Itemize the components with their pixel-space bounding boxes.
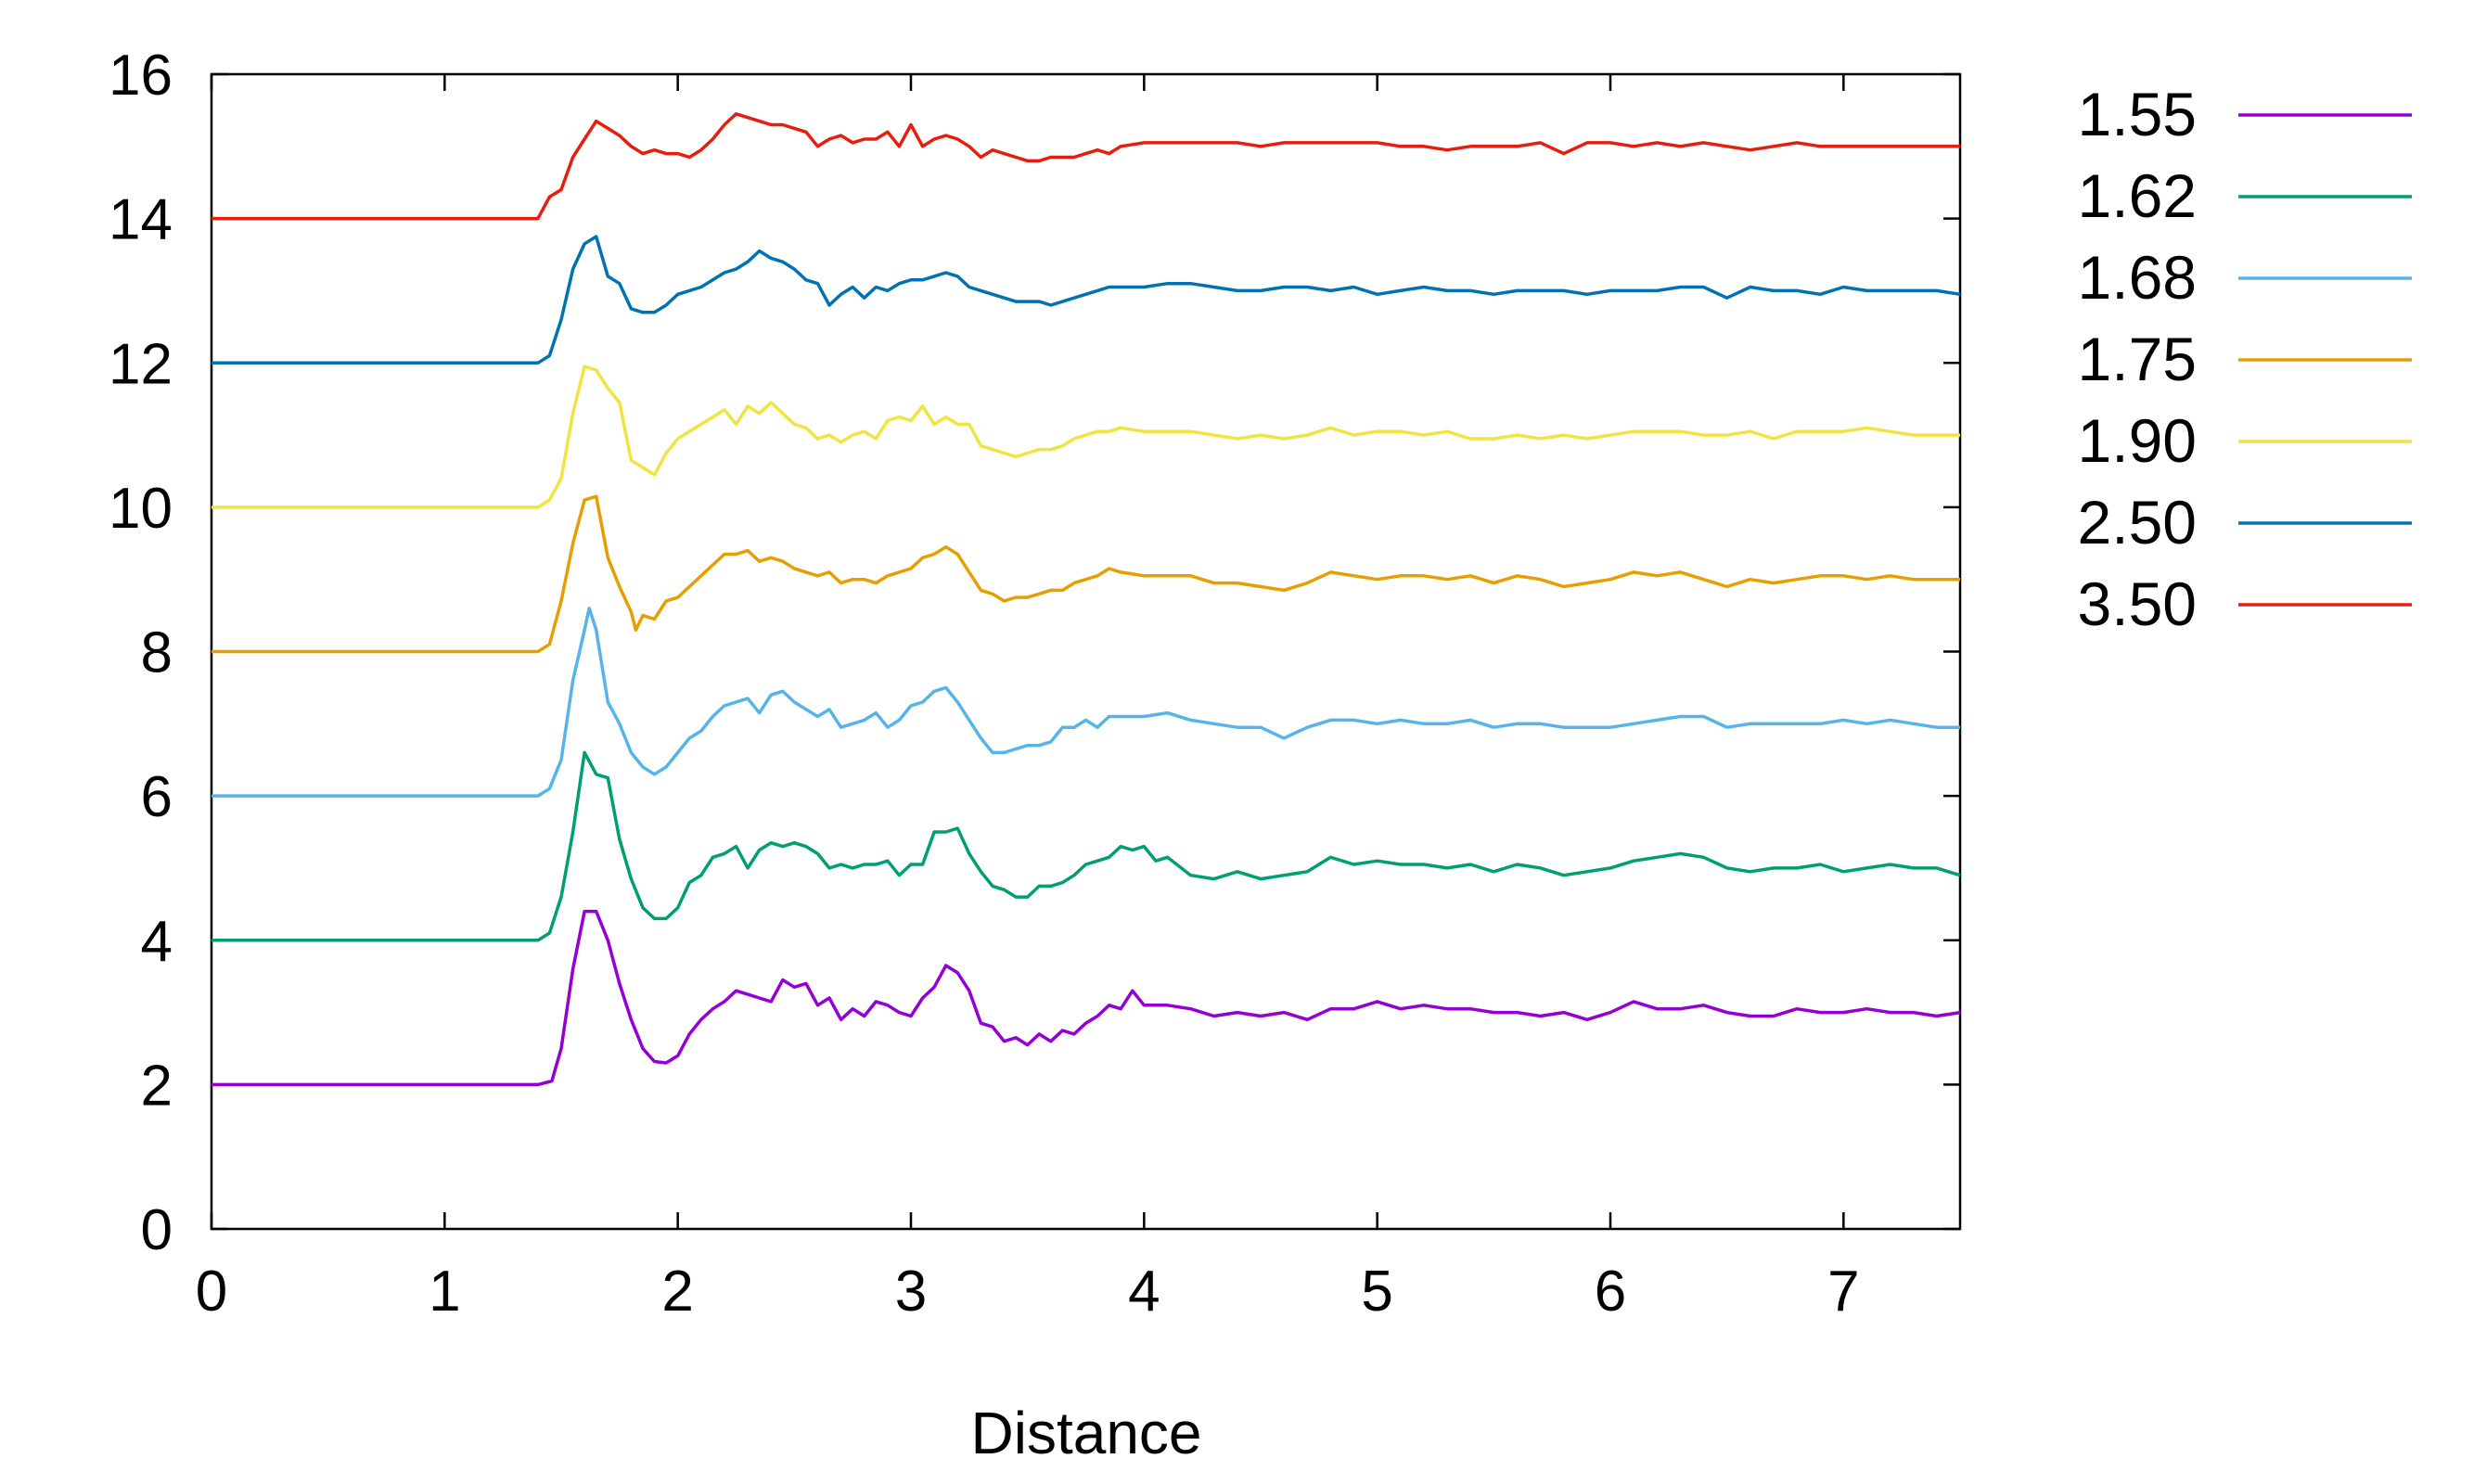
y-tick-label: 12	[109, 332, 173, 396]
legend: 1.55 1.62 1.68 1.75 1.90 2.50 3.50	[2078, 80, 2412, 638]
x-tick-label: 3	[895, 1260, 927, 1324]
y-tick-label: 2	[141, 1054, 173, 1118]
x-tick-label: 5	[1361, 1260, 1392, 1324]
series-line-1-75	[212, 494, 1960, 654]
legend-label: 1.55	[2078, 80, 2197, 148]
series-line-3-50	[212, 112, 1960, 221]
y-tick-label: 10	[109, 477, 173, 541]
legend-label: 1.75	[2078, 325, 2197, 393]
series-line-2-50	[212, 235, 1961, 365]
x-axis: 0 1 2 3 4 5 6 7	[196, 74, 1860, 1324]
x-tick-label: 7	[1827, 1260, 1859, 1324]
x-axis-label: Distance	[971, 1400, 1202, 1466]
x-tick-label: 4	[1128, 1260, 1160, 1324]
legend-label: 1.62	[2078, 161, 2197, 230]
legend-label: 1.90	[2078, 406, 2197, 475]
series-line-1-62	[212, 750, 1961, 942]
x-tick-label: 0	[196, 1260, 227, 1324]
series-line-1-68	[212, 607, 1960, 798]
x-tick-label: 1	[429, 1260, 460, 1324]
series-lines	[212, 112, 1961, 1087]
y-tick-label: 16	[109, 44, 173, 108]
x-tick-label: 2	[661, 1260, 693, 1324]
legend-label: 1.68	[2078, 243, 2197, 312]
legend-label: 2.50	[2078, 488, 2197, 556]
legend-label: 3.50	[2078, 569, 2197, 638]
y-tick-label: 6	[141, 765, 173, 829]
y-tick-label: 4	[141, 910, 173, 974]
y-tick-label: 8	[141, 621, 173, 685]
x-tick-label: 6	[1595, 1260, 1626, 1324]
y-tick-label: 14	[109, 188, 173, 252]
series-line-1-55	[212, 909, 1961, 1087]
series-line-1-90	[212, 365, 1960, 509]
y-tick-label: 0	[141, 1198, 173, 1262]
